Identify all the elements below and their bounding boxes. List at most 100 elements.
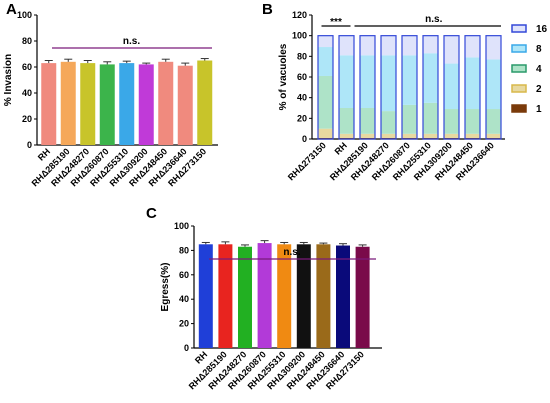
vacuoles-bar-segment	[402, 35, 417, 56]
egress-y-tick-label: 100	[174, 221, 189, 231]
egress-y-tick-label: 80	[179, 245, 189, 255]
vacuoles-bar-segment	[360, 133, 375, 138]
invasion-y-tick-label: 100	[17, 10, 32, 20]
legend-swatch	[511, 64, 527, 73]
egress-bar	[198, 244, 213, 348]
invasion-bar	[41, 63, 57, 145]
vacuoles-significance-label: n.s.	[425, 14, 442, 25]
egress-bar	[238, 246, 252, 348]
invasion-bar	[99, 64, 115, 145]
vacuoles-bar-segment	[381, 133, 396, 138]
legend-swatch	[511, 24, 527, 33]
egress-y-axis-label: Egress(%)	[160, 263, 171, 312]
vacuoles-bar-segment	[360, 55, 375, 108]
vacuoles-bar-outline	[422, 35, 439, 140]
vacuoles-bar-outline	[485, 35, 502, 140]
vacuoles-bar-segment	[339, 55, 354, 108]
invasion-y-tick-label: 80	[22, 36, 32, 46]
invasion-bar	[119, 63, 135, 145]
egress-bar	[277, 244, 292, 348]
vacuoles-bar-segment	[444, 133, 459, 138]
vacuoles-bar-segment	[465, 109, 480, 134]
invasion-bar	[197, 60, 213, 145]
egress-y-tick-label: 60	[179, 270, 189, 280]
vacuoles-y-tick-label: 80	[297, 51, 307, 61]
vacuoles-y-tick-label: 20	[297, 113, 307, 123]
invasion-bar	[158, 61, 174, 145]
vacuoles-bar-segment	[423, 35, 438, 54]
legend-label: 4	[536, 64, 542, 75]
invasion-bar	[60, 61, 76, 145]
vacuoles-bar-segment	[444, 109, 459, 134]
egress-y-tick-label: 20	[179, 319, 189, 329]
invasion-y-tick-label: 60	[22, 62, 32, 72]
vacuoles-bar-segment	[339, 35, 354, 56]
vacuoles-bar-segment	[402, 104, 417, 134]
invasion-significance-label: n.s.	[123, 36, 140, 47]
vacuoles-bar-segment	[423, 133, 438, 138]
vacuoles-bar-segment	[360, 35, 375, 56]
vacuoles-star-label: ***	[330, 17, 342, 28]
egress-significance-label: n.s.	[283, 247, 300, 258]
invasion-y-tick-label: 40	[22, 88, 32, 98]
legend-swatch	[511, 104, 527, 113]
vacuoles-bar-segment	[381, 55, 396, 112]
vacuoles-bar-segment	[402, 133, 417, 138]
egress-bar	[296, 244, 311, 348]
invasion-bar	[80, 63, 96, 145]
vacuoles-bar-outline	[338, 35, 355, 140]
vacuoles-bar-segment	[381, 35, 396, 56]
invasion-y-tick-label: 20	[22, 114, 32, 124]
vacuoles-bar-outline	[317, 35, 334, 140]
vacuoles-bar-outline	[380, 35, 397, 140]
vacuoles-x-tick-label: RH	[333, 140, 349, 156]
legend-label: 2	[536, 84, 542, 95]
vacuoles-bar-outline	[401, 35, 418, 140]
invasion-y-tick-label: 0	[27, 140, 32, 150]
vacuoles-bar-segment	[318, 35, 333, 48]
vacuoles-bar-segment	[486, 35, 501, 60]
legend-swatch	[511, 84, 527, 93]
vacuoles-y-tick-label: 60	[297, 72, 307, 82]
vacuoles-bar-segment	[318, 47, 333, 76]
vacuoles-bar-segment	[360, 108, 375, 134]
vacuoles-bar-segment	[486, 59, 501, 110]
vacuoles-y-tick-label: 40	[297, 93, 307, 103]
vacuoles-x-tick-label: RHΔ273150	[286, 140, 328, 182]
vacuoles-y-axis-label: % of vacuoles	[278, 43, 289, 110]
vacuoles-bar-segment	[444, 63, 459, 110]
legend-label: 1	[536, 104, 542, 115]
vacuoles-bar-segment	[423, 102, 438, 134]
vacuoles-bar-segment	[465, 35, 480, 58]
panel-label-a: A	[6, 1, 17, 18]
egress-bar	[257, 243, 272, 348]
vacuoles-y-tick-label: 0	[302, 134, 307, 144]
invasion-bar	[138, 64, 154, 145]
vacuoles-bar-segment	[486, 109, 501, 134]
egress-bar	[336, 245, 350, 348]
vacuoles-bar-segment	[318, 128, 333, 138]
vacuoles-bar-segment	[318, 75, 333, 129]
vacuoles-bar-segment	[465, 133, 480, 138]
egress-bar	[316, 244, 331, 348]
egress-bar	[218, 244, 233, 348]
vacuoles-bar-outline	[359, 35, 376, 140]
vacuoles-bar-segment	[465, 57, 480, 110]
legend-label: 16	[536, 24, 548, 35]
panel-label-c: C	[146, 205, 157, 222]
egress-bar	[355, 246, 370, 348]
vacuoles-bar-outline	[443, 35, 460, 140]
vacuoles-y-tick-label: 120	[292, 10, 307, 20]
egress-y-tick-label: 40	[179, 294, 189, 304]
legend-label: 8	[536, 44, 542, 55]
vacuoles-bar-segment	[381, 111, 396, 134]
egress-y-tick-label: 0	[184, 343, 189, 353]
vacuoles-bar-segment	[339, 133, 354, 138]
vacuoles-bar-segment	[402, 55, 417, 105]
legend-swatch	[511, 44, 527, 53]
panel-label-b: B	[262, 1, 273, 18]
vacuoles-bar-outline	[464, 35, 481, 140]
